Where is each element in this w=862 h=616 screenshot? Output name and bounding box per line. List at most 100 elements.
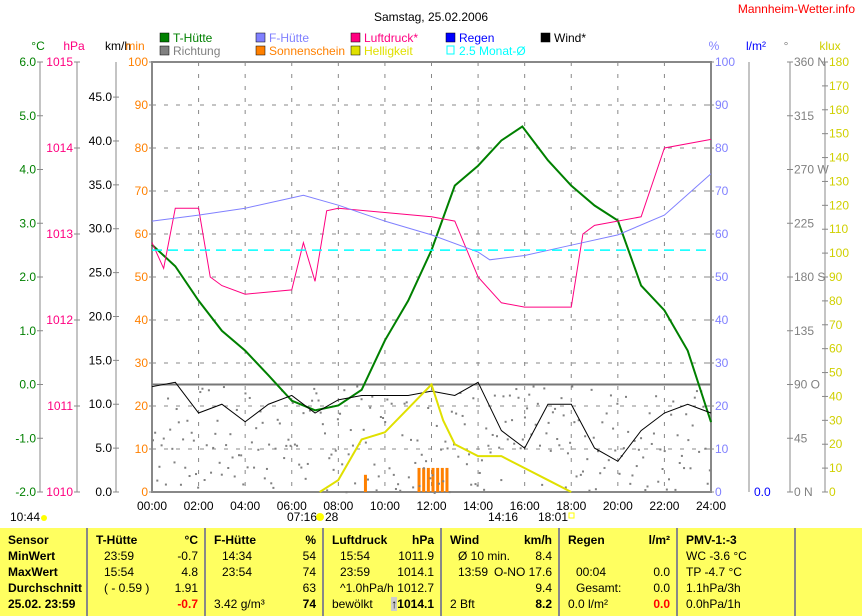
direction-dot xyxy=(233,475,236,478)
direction-dot xyxy=(214,432,217,435)
cell-value: 0.0 xyxy=(653,564,670,580)
rain-row: Gesamt: 0.0 xyxy=(568,580,670,596)
direction-dot xyxy=(517,396,520,399)
temp-tick-label: 4.0 xyxy=(19,163,36,177)
direction-dot xyxy=(592,436,595,439)
direction-dot xyxy=(599,472,602,475)
direction-dot xyxy=(652,432,655,435)
direction-tick-label: 90 O xyxy=(794,378,820,392)
direction-dot xyxy=(229,433,232,436)
cell-label: Gesamt: xyxy=(576,581,622,595)
cell-label: ( - 0.59 ) xyxy=(104,581,150,595)
direction-dot xyxy=(197,486,200,489)
direction-dot xyxy=(612,427,615,430)
direction-dot xyxy=(379,415,382,418)
direction-dot xyxy=(289,444,292,447)
cell-number: 1011.9 xyxy=(398,549,434,563)
sunset-label: 18:01 xyxy=(538,510,568,524)
direction-dot xyxy=(384,421,387,424)
direction-dot xyxy=(392,473,395,476)
hum-head: F-Hütte% xyxy=(214,532,316,548)
direction-dot xyxy=(590,388,593,391)
legend-label: Regen xyxy=(459,31,494,45)
direction-dot xyxy=(313,387,316,390)
direction-dot xyxy=(536,402,539,405)
humidity-tick-label: 10 xyxy=(715,442,729,456)
direction-dot xyxy=(268,443,271,446)
direction-dot xyxy=(474,483,477,486)
direction-dot xyxy=(373,463,376,466)
humidity-tick-label: 40 xyxy=(715,313,729,327)
direction-dot xyxy=(562,414,565,417)
temp-head: T-Hütte °C xyxy=(96,532,198,548)
direction-dot xyxy=(461,414,464,417)
direction-dot xyxy=(695,390,698,393)
direction-dot xyxy=(564,486,567,489)
x-tick-label: 18:00 xyxy=(556,499,586,513)
direction-dot xyxy=(255,427,258,430)
direction-dot xyxy=(367,478,369,481)
pmv-value: WC -3.6 °C xyxy=(686,549,747,563)
direction-dot xyxy=(270,482,273,485)
direction-tick-label: 225 xyxy=(794,216,814,230)
direction-dot xyxy=(446,447,449,450)
direction-dot xyxy=(207,389,210,392)
wind-tick-label: 30.0 xyxy=(89,222,113,236)
direction-dot xyxy=(586,458,589,461)
direction-dot xyxy=(306,462,309,465)
column-title: Luftdruck xyxy=(332,533,388,547)
direction-dot xyxy=(263,477,266,480)
direction-dot xyxy=(543,387,546,390)
direction-dot xyxy=(472,397,475,400)
direction-dot xyxy=(195,473,197,476)
direction-dot xyxy=(511,419,514,422)
cell-number: 0.0 xyxy=(653,597,670,611)
direction-dot xyxy=(291,401,294,404)
direction-dot xyxy=(640,437,643,440)
direction-dot xyxy=(644,489,647,492)
pressure-column: Luftdruck hPa 15:54 1011.9 23:59 1014.1 ^1.0hP… xyxy=(324,528,442,616)
direction-dot xyxy=(377,475,380,478)
cell-number: 8.4 xyxy=(535,549,552,563)
direction-dot xyxy=(549,449,552,452)
legend-swatch xyxy=(255,32,266,43)
sun-tick-label: 80 xyxy=(135,141,149,155)
direction-dot xyxy=(554,407,557,410)
direction-dot xyxy=(532,385,535,388)
brightness-tick-label: 110 xyxy=(829,222,848,236)
cell-value: 8.2 xyxy=(535,596,552,612)
direction-dot xyxy=(547,421,550,424)
humidity-tick-label: 90 xyxy=(715,98,729,112)
direction-dot xyxy=(190,431,193,434)
sunshine-bar xyxy=(426,467,430,492)
direction-dot xyxy=(296,444,299,447)
humidity-tick-label: 30 xyxy=(715,356,729,370)
brand-label: Mannheim-Wetter.info xyxy=(738,2,855,16)
direction-dot xyxy=(698,450,701,453)
press-row: 15:54 1011.9 xyxy=(332,548,434,564)
direction-dot xyxy=(470,483,473,486)
cell-number: 8.2 xyxy=(535,597,552,611)
wind-tick-label: 5.0 xyxy=(95,441,112,455)
direction-dot xyxy=(674,488,677,491)
direction-dot xyxy=(248,396,251,399)
sunrise-suffix: 28 xyxy=(325,510,339,524)
direction-dot xyxy=(242,483,245,486)
direction-dot xyxy=(152,439,154,442)
cell-label: 3.42 g/m³ xyxy=(214,597,265,611)
direction-dot xyxy=(311,399,314,402)
brightness-tick-label: 130 xyxy=(829,174,849,188)
direction-dot xyxy=(635,465,638,468)
cell-label: 00:04 xyxy=(576,565,607,579)
direction-dot xyxy=(560,397,563,400)
direction-dot xyxy=(285,444,288,447)
column-unit: °C xyxy=(184,533,198,547)
cell-value: 1011.9 xyxy=(398,548,434,564)
series-luftdruck- xyxy=(151,138,712,308)
direction-dot xyxy=(420,453,423,456)
direction-dot xyxy=(347,453,350,456)
direction-dot xyxy=(158,465,161,468)
direction-dot xyxy=(199,391,202,394)
wind-column: Wind km/h Ø 10 min. 8.4 13:59 O-NO 17.6 9.4 2 B… xyxy=(442,528,560,616)
cell-label: 15:54 xyxy=(104,565,135,579)
